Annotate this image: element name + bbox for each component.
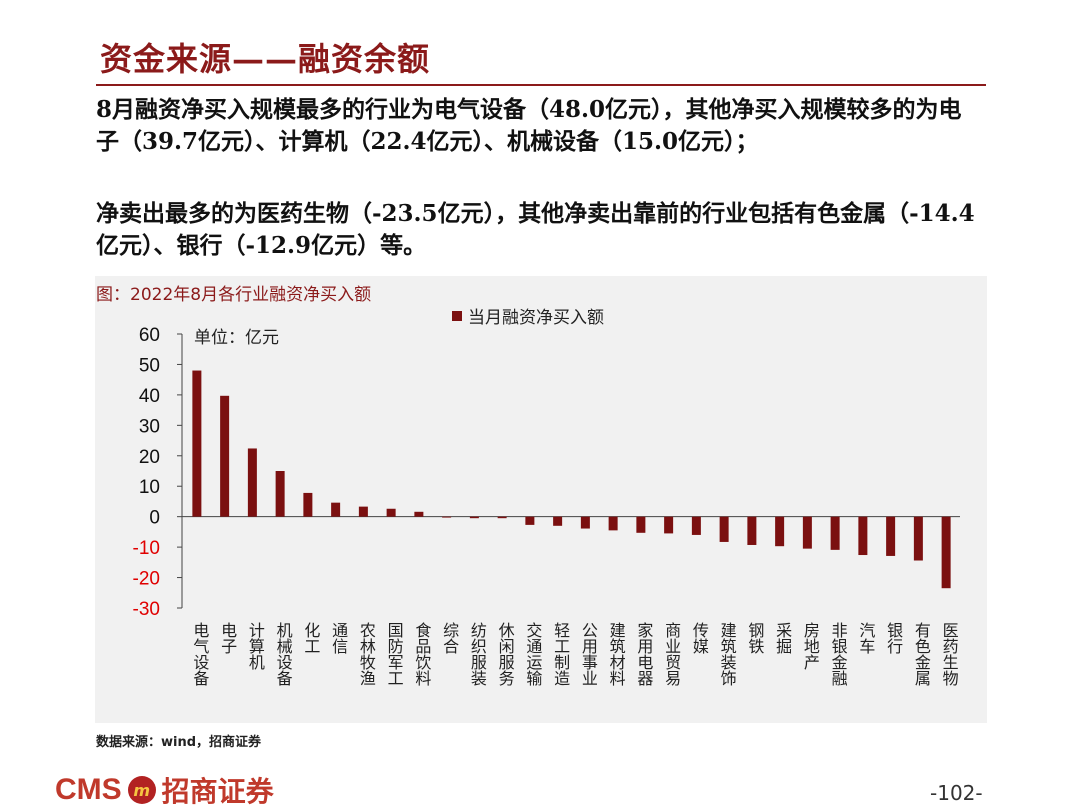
summary-paragraph-2: 净卖出最多的为医药生物（-23.5亿元），其他净卖出靠前的行业包括有色金属（-1… [96, 200, 975, 259]
bar [691, 516, 701, 535]
bar [636, 516, 646, 533]
bar [469, 516, 479, 519]
bar [858, 516, 868, 556]
logo-company-name: 招商证券 [161, 775, 274, 808]
bar [747, 516, 757, 545]
x-tick-label: 钢铁 [745, 622, 764, 654]
x-tick-label: 家用电器 [634, 622, 653, 686]
bar [275, 471, 285, 517]
x-tick-label: 休闲服务 [496, 622, 515, 687]
bar [247, 448, 257, 517]
bar [442, 516, 452, 518]
bar [664, 516, 674, 534]
y-tick-label: -10 [133, 538, 160, 559]
y-tick-label: 0 [149, 508, 160, 529]
x-tick-label: 医药生物 [940, 622, 959, 687]
company-logo: CMS m 招商证券 [55, 770, 274, 810]
legend-swatch [452, 310, 462, 321]
summary-paragraph-1: 8月融资净买入规模最多的行业为电气设备（48.0亿元），其他净买入规模较多的为电… [96, 96, 962, 155]
x-tick-label: 电子 [218, 622, 237, 654]
y-tick-label: -30 [133, 599, 160, 620]
y-tick-label: 40 [139, 386, 160, 407]
bar [303, 492, 313, 517]
x-tick-label: 建筑装饰 [718, 622, 737, 686]
data-source-note: 数据来源：wind，招商证券 [96, 735, 262, 750]
bar [497, 516, 507, 519]
x-tick-label: 交通运输 [523, 622, 542, 686]
chart-legend: 当月融资净买入额 [452, 303, 604, 328]
y-tick-label: 60 [139, 325, 160, 346]
x-tick-label: 机械设备 [274, 622, 293, 686]
x-tick-label: 电气设备 [190, 622, 209, 686]
x-tick-label: 公用事业 [579, 622, 598, 686]
x-tick-label: 化工 [301, 622, 320, 654]
bar [358, 506, 368, 517]
x-tick-label: 纺织服装 [468, 622, 487, 686]
logo-cms-text: CMS [55, 773, 122, 806]
x-tick-label: 通信 [329, 622, 348, 654]
y-tick-label: -20 [133, 569, 160, 590]
y-tick-label: 10 [139, 477, 160, 498]
bar [525, 516, 535, 525]
page-title: 资金来源——融资余额 [100, 40, 431, 78]
x-tick-label: 采掘 [773, 622, 792, 655]
unit-label: 单位：亿元 [194, 328, 279, 348]
x-tick-label: 传媒 [690, 622, 709, 654]
title-divider [96, 84, 986, 86]
legend-label: 当月融资净买入额 [468, 308, 604, 328]
bar [719, 516, 729, 542]
bar [802, 516, 812, 549]
x-tick-label: 国防军工 [385, 622, 404, 686]
bar [220, 395, 230, 517]
x-tick-label: 轻工制造 [551, 622, 570, 686]
bar [886, 516, 896, 556]
bar [941, 516, 951, 589]
bar [553, 516, 563, 526]
page-number: -102- [930, 781, 983, 805]
x-tick-label: 银行 [884, 622, 903, 655]
y-tick-label: 20 [139, 447, 160, 468]
bar [608, 516, 618, 531]
bar [580, 516, 590, 529]
x-tick-label: 建筑材料 [607, 622, 626, 686]
bar [331, 502, 341, 517]
x-tick-label: 食品饮料 [412, 622, 431, 686]
x-tick-label: 非银金融 [829, 622, 848, 687]
x-tick-label: 房地产 [801, 622, 820, 670]
chart-panel [95, 276, 987, 723]
y-tick-label: 30 [139, 416, 160, 437]
y-tick-label: 50 [139, 355, 160, 376]
figure-caption: 图：2022年8月各行业融资净买入额 [96, 285, 372, 305]
bar [775, 516, 785, 547]
bar [830, 516, 840, 550]
x-tick-label: 汽车 [856, 622, 875, 654]
x-tick-label: 计算机 [246, 622, 265, 671]
bar [192, 370, 202, 517]
logo-badge-icon: m [127, 776, 156, 804]
bar [913, 516, 923, 561]
x-tick-label: 商业贸易 [662, 622, 681, 687]
bar [386, 508, 396, 517]
bar [414, 511, 424, 517]
x-tick-label: 有色金属 [912, 622, 931, 686]
x-tick-label: 综合 [440, 622, 459, 654]
x-tick-label: 农林牧渔 [357, 622, 376, 686]
